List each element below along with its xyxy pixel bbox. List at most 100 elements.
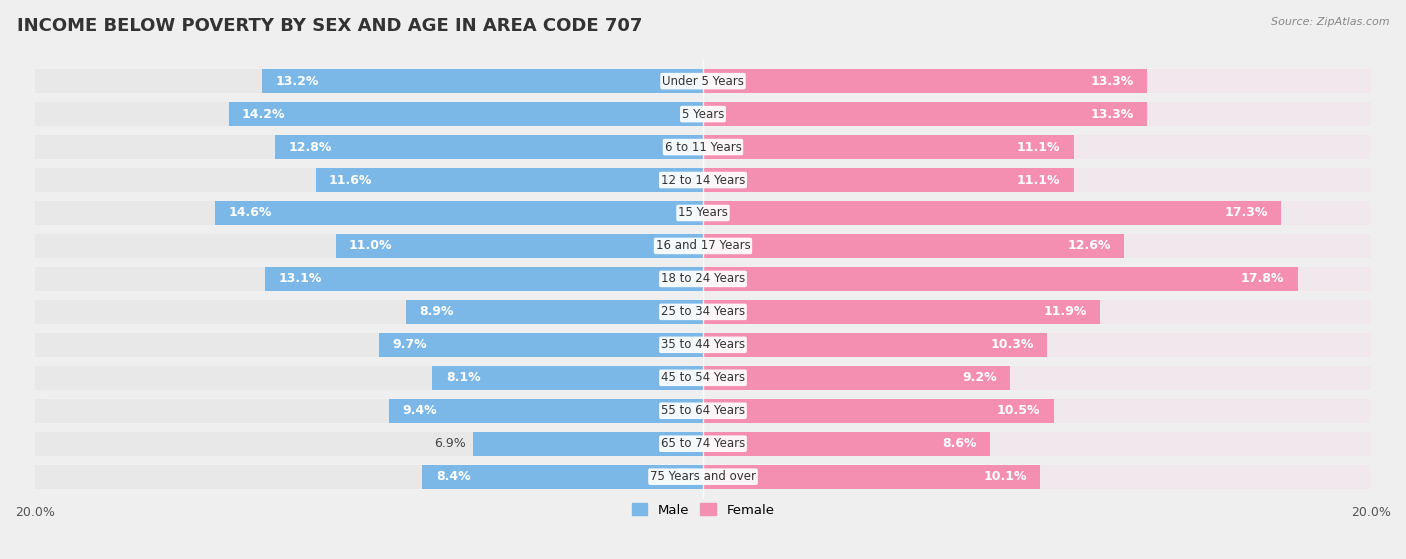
- Bar: [703, 432, 1371, 456]
- Text: 8.1%: 8.1%: [446, 371, 481, 384]
- Bar: [472, 432, 703, 456]
- Bar: [703, 168, 1371, 192]
- Text: 8.9%: 8.9%: [419, 305, 454, 319]
- Bar: [703, 267, 1371, 291]
- Bar: [380, 333, 703, 357]
- Text: 35 to 44 Years: 35 to 44 Years: [661, 338, 745, 352]
- Bar: [35, 69, 703, 93]
- Text: 6.9%: 6.9%: [434, 437, 465, 450]
- Bar: [703, 300, 1371, 324]
- Bar: [35, 300, 703, 324]
- Bar: [703, 234, 1123, 258]
- Text: 18 to 24 Years: 18 to 24 Years: [661, 272, 745, 286]
- Bar: [703, 102, 1147, 126]
- Bar: [703, 201, 1371, 225]
- Text: 12.6%: 12.6%: [1067, 239, 1111, 253]
- Bar: [703, 234, 1371, 258]
- FancyBboxPatch shape: [35, 201, 1371, 225]
- Text: 55 to 64 Years: 55 to 64 Years: [661, 404, 745, 417]
- FancyBboxPatch shape: [35, 366, 1371, 390]
- Bar: [703, 366, 1371, 390]
- Text: 5 Years: 5 Years: [682, 107, 724, 121]
- FancyBboxPatch shape: [35, 300, 1371, 324]
- Text: Source: ZipAtlas.com: Source: ZipAtlas.com: [1271, 17, 1389, 27]
- Bar: [406, 300, 703, 324]
- Bar: [336, 234, 703, 258]
- Text: 15 Years: 15 Years: [678, 206, 728, 220]
- Text: 8.6%: 8.6%: [942, 437, 977, 450]
- Text: Under 5 Years: Under 5 Years: [662, 75, 744, 88]
- FancyBboxPatch shape: [35, 234, 1371, 258]
- Text: 6 to 11 Years: 6 to 11 Years: [665, 140, 741, 154]
- FancyBboxPatch shape: [35, 333, 1371, 357]
- Text: 12.8%: 12.8%: [288, 140, 332, 154]
- Text: 10.3%: 10.3%: [990, 338, 1033, 352]
- Text: 9.2%: 9.2%: [962, 371, 997, 384]
- Text: 13.1%: 13.1%: [278, 272, 322, 286]
- Text: 11.9%: 11.9%: [1043, 305, 1087, 319]
- Bar: [35, 399, 703, 423]
- Bar: [215, 201, 703, 225]
- Text: 11.1%: 11.1%: [1017, 140, 1060, 154]
- Bar: [703, 465, 1371, 489]
- Bar: [35, 465, 703, 489]
- Bar: [703, 102, 1371, 126]
- Bar: [35, 267, 703, 291]
- Text: 13.2%: 13.2%: [276, 75, 319, 88]
- FancyBboxPatch shape: [35, 267, 1371, 291]
- Bar: [703, 333, 1047, 357]
- Bar: [315, 168, 703, 192]
- Text: 65 to 74 Years: 65 to 74 Years: [661, 437, 745, 450]
- Text: 13.3%: 13.3%: [1091, 107, 1133, 121]
- FancyBboxPatch shape: [35, 432, 1371, 456]
- Text: 45 to 54 Years: 45 to 54 Years: [661, 371, 745, 384]
- Text: 14.2%: 14.2%: [242, 107, 285, 121]
- Bar: [35, 432, 703, 456]
- Bar: [262, 69, 703, 93]
- Bar: [703, 432, 990, 456]
- Bar: [703, 399, 1053, 423]
- Text: 10.1%: 10.1%: [984, 470, 1026, 483]
- Legend: Male, Female: Male, Female: [626, 498, 780, 522]
- Bar: [229, 102, 703, 126]
- Bar: [703, 201, 1281, 225]
- Text: 17.3%: 17.3%: [1225, 206, 1268, 220]
- Bar: [35, 102, 703, 126]
- Bar: [266, 267, 703, 291]
- Bar: [703, 366, 1011, 390]
- FancyBboxPatch shape: [35, 465, 1371, 489]
- Text: INCOME BELOW POVERTY BY SEX AND AGE IN AREA CODE 707: INCOME BELOW POVERTY BY SEX AND AGE IN A…: [17, 17, 643, 35]
- Bar: [703, 399, 1371, 423]
- Bar: [276, 135, 703, 159]
- Bar: [703, 69, 1371, 93]
- Text: 11.0%: 11.0%: [349, 239, 392, 253]
- Bar: [35, 168, 703, 192]
- Bar: [703, 300, 1101, 324]
- Text: 9.4%: 9.4%: [402, 404, 437, 417]
- Text: 11.6%: 11.6%: [329, 173, 373, 187]
- Bar: [35, 135, 703, 159]
- Text: 10.5%: 10.5%: [997, 404, 1040, 417]
- Bar: [703, 168, 1074, 192]
- FancyBboxPatch shape: [35, 102, 1371, 126]
- Bar: [703, 135, 1371, 159]
- Text: 11.1%: 11.1%: [1017, 173, 1060, 187]
- Text: 17.8%: 17.8%: [1241, 272, 1284, 286]
- Bar: [703, 333, 1371, 357]
- Text: 13.3%: 13.3%: [1091, 75, 1133, 88]
- Text: 16 and 17 Years: 16 and 17 Years: [655, 239, 751, 253]
- Bar: [433, 366, 703, 390]
- Text: 75 Years and over: 75 Years and over: [650, 470, 756, 483]
- Bar: [35, 366, 703, 390]
- Bar: [703, 69, 1147, 93]
- Bar: [703, 267, 1298, 291]
- FancyBboxPatch shape: [35, 69, 1371, 93]
- FancyBboxPatch shape: [35, 135, 1371, 159]
- FancyBboxPatch shape: [35, 168, 1371, 192]
- Bar: [35, 201, 703, 225]
- Bar: [35, 333, 703, 357]
- Bar: [35, 234, 703, 258]
- Text: 8.4%: 8.4%: [436, 470, 471, 483]
- Text: 25 to 34 Years: 25 to 34 Years: [661, 305, 745, 319]
- Text: 14.6%: 14.6%: [229, 206, 271, 220]
